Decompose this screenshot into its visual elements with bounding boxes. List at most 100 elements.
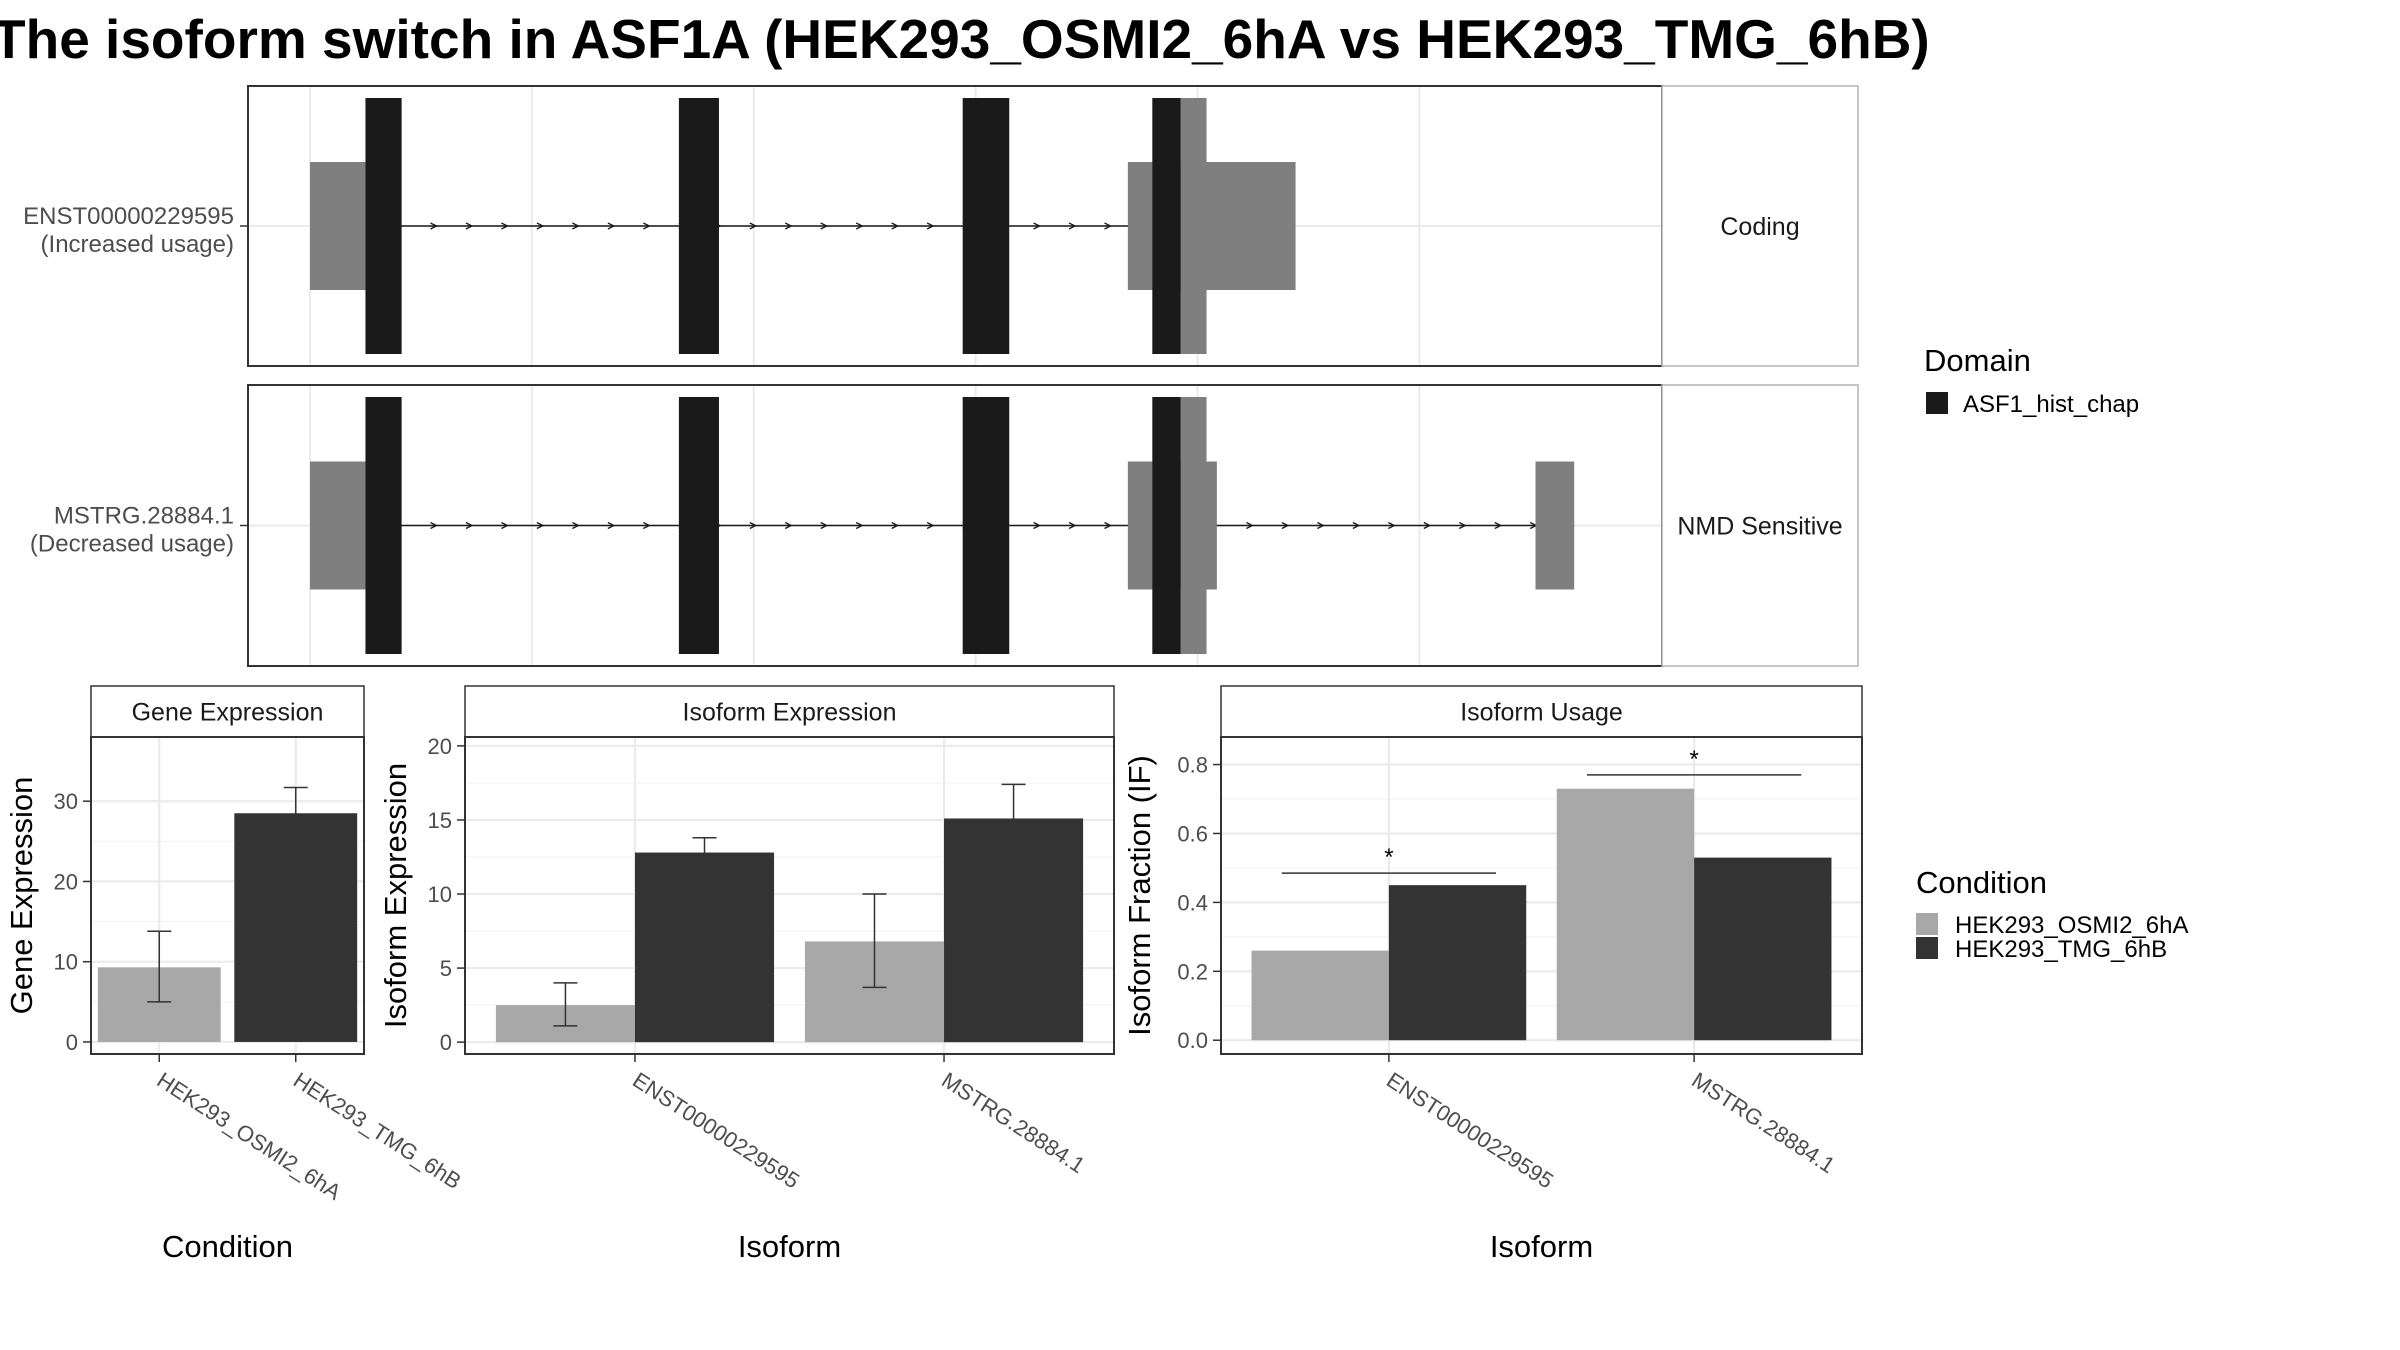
intron-arrow bbox=[1068, 222, 1077, 230]
intron-arrow bbox=[1281, 521, 1290, 530]
intron-arrow bbox=[855, 521, 864, 530]
intron-arrow bbox=[607, 222, 616, 230]
transcript-structure-panels: Coding ENST00000229595(Increased usage) NM… bbox=[23, 85, 1859, 667]
y-tick-label: 10 bbox=[54, 950, 78, 975]
x-tick-label: MSTRG.28884.1 bbox=[1687, 1067, 1839, 1178]
bar-ENST00000229595-HEK293_TMG_6hB bbox=[634, 852, 775, 1043]
y-tick-label: 15 bbox=[428, 808, 452, 833]
intron-arrow bbox=[784, 222, 793, 230]
domain-legend-key bbox=[1926, 392, 1948, 414]
domain-legend-label: ASF1_hist_chap bbox=[1963, 391, 2139, 418]
intron-arrow bbox=[430, 222, 438, 230]
transcript-row-1: NMD Sensitive MSTRG.28884.1(Decreased usa… bbox=[30, 384, 1859, 667]
intron-arrow bbox=[1388, 521, 1396, 530]
intron-arrow bbox=[572, 222, 580, 230]
y-axis-title: Isoform Expression bbox=[378, 763, 413, 1028]
domain-exon bbox=[1152, 397, 1181, 654]
utr-exon bbox=[310, 162, 366, 290]
intron-arrow bbox=[784, 521, 793, 530]
utr-exon bbox=[1535, 461, 1575, 590]
y-tick-label: 0.4 bbox=[1177, 890, 1208, 915]
condition-legend-key bbox=[1916, 937, 1938, 959]
intron-arrow bbox=[643, 222, 651, 230]
intron-arrow bbox=[891, 222, 900, 230]
transcript-usage-label: (Increased usage) bbox=[41, 231, 234, 258]
x-tick-label: ENST00000229595 bbox=[628, 1067, 804, 1193]
condition-legend-title: Condition bbox=[1916, 865, 2047, 900]
y-tick-label: 0 bbox=[66, 1030, 78, 1055]
transcript-row-0: Coding ENST00000229595(Increased usage) bbox=[23, 85, 1859, 367]
x-tick-label: ENST00000229595 bbox=[1382, 1067, 1558, 1193]
intron-arrow bbox=[643, 521, 651, 530]
bar-MSTRG.28884.1-HEK293_OSMI2_6hA bbox=[1556, 788, 1695, 1041]
y-tick-label: 0.8 bbox=[1177, 753, 1208, 778]
y-tick-label: 30 bbox=[54, 789, 78, 814]
bar-panel-1: Isoform Expression 0 5 10 15 20 Isoform Expres… bbox=[378, 685, 1115, 1264]
x-tick-label: MSTRG.28884.1 bbox=[937, 1067, 1089, 1178]
domain-exon bbox=[365, 98, 402, 354]
intron-arrow bbox=[1104, 222, 1112, 230]
bar-panel-border bbox=[1220, 736, 1863, 1055]
panel-strip-label: Gene Expression bbox=[132, 699, 324, 727]
domain-exon bbox=[1152, 98, 1181, 354]
y-tick-label: 0.2 bbox=[1177, 959, 1208, 984]
intron-arrow bbox=[1458, 521, 1467, 530]
domain-exon bbox=[365, 397, 402, 654]
intron-arrow bbox=[1494, 521, 1503, 530]
panel-strip bbox=[1220, 685, 1863, 738]
y-tick-label: 20 bbox=[54, 869, 78, 894]
transcript-usage-label: (Decreased usage) bbox=[30, 531, 234, 558]
intron-arrow bbox=[1352, 521, 1361, 530]
intron-arrow bbox=[749, 222, 758, 230]
y-tick-label: 0 bbox=[440, 1030, 452, 1055]
condition-legend-label: HEK293_OSMI2_6hA bbox=[1955, 912, 2188, 939]
x-axis-title: Condition bbox=[162, 1229, 293, 1264]
category-strip bbox=[1661, 384, 1859, 667]
cds-exon bbox=[1180, 397, 1207, 654]
intron-arrow bbox=[430, 521, 438, 530]
intron-arrow bbox=[536, 521, 545, 530]
intron-arrow bbox=[1423, 521, 1432, 530]
transcript-id-label: MSTRG.28884.1 bbox=[54, 503, 234, 530]
intron-arrow bbox=[926, 222, 935, 230]
intron-arrow bbox=[501, 222, 509, 230]
utr-exon bbox=[310, 461, 366, 590]
category-strip bbox=[1661, 85, 1859, 367]
intron-arrow bbox=[1104, 521, 1112, 530]
bar-ENST00000229595-HEK293_OSMI2_6hA bbox=[1251, 950, 1389, 1041]
intron-arrow bbox=[465, 222, 474, 230]
panel-strip bbox=[90, 685, 365, 738]
figure-title: The isoform switch in ASF1A (HEK293_OSMI… bbox=[0, 8, 1930, 70]
y-tick-label: 5 bbox=[440, 956, 452, 981]
condition-legend-label: HEK293_TMG_6hB bbox=[1955, 936, 2167, 963]
y-tick-label: 10 bbox=[428, 882, 452, 907]
bar-MSTRG.28884.1-HEK293_TMG_6hB bbox=[944, 818, 1084, 1043]
y-tick-label: 20 bbox=[428, 734, 452, 759]
bar-panel-border bbox=[464, 736, 1115, 1055]
y-axis-title: Gene Expression bbox=[4, 777, 39, 1015]
intron-arrow bbox=[926, 521, 935, 530]
bar-MSTRG.28884.1-HEK293_TMG_6hB bbox=[1694, 857, 1832, 1041]
cds-exon bbox=[1180, 98, 1207, 354]
condition-legend-key bbox=[1916, 913, 1938, 935]
bar-panel-border bbox=[90, 736, 365, 1055]
panel-strip-label: Isoform Usage bbox=[1460, 699, 1623, 727]
panel-strip bbox=[464, 685, 1115, 738]
domain-exon bbox=[962, 397, 1010, 654]
domain-exon bbox=[678, 397, 719, 654]
y-tick-label: 0.6 bbox=[1177, 821, 1208, 846]
intron-arrow bbox=[855, 222, 864, 230]
intron-arrow bbox=[1246, 521, 1254, 530]
intron-arrow bbox=[607, 521, 616, 530]
bar-panel-2: * * Isoform Usage 0.0 0.2 0.4 0.6 0.8 Isoform Fr… bbox=[1122, 685, 1863, 1264]
intron-arrow bbox=[820, 521, 829, 530]
domain-legend-title: Domain bbox=[1924, 343, 2031, 378]
transcript-category: NMD Sensitive bbox=[1677, 513, 1842, 541]
intron-arrow bbox=[749, 521, 758, 530]
intron-arrow bbox=[1317, 521, 1325, 530]
intron-arrow bbox=[1033, 521, 1042, 530]
significance-star: * bbox=[1384, 844, 1393, 871]
y-axis-title: Isoform Fraction (IF) bbox=[1122, 755, 1157, 1036]
